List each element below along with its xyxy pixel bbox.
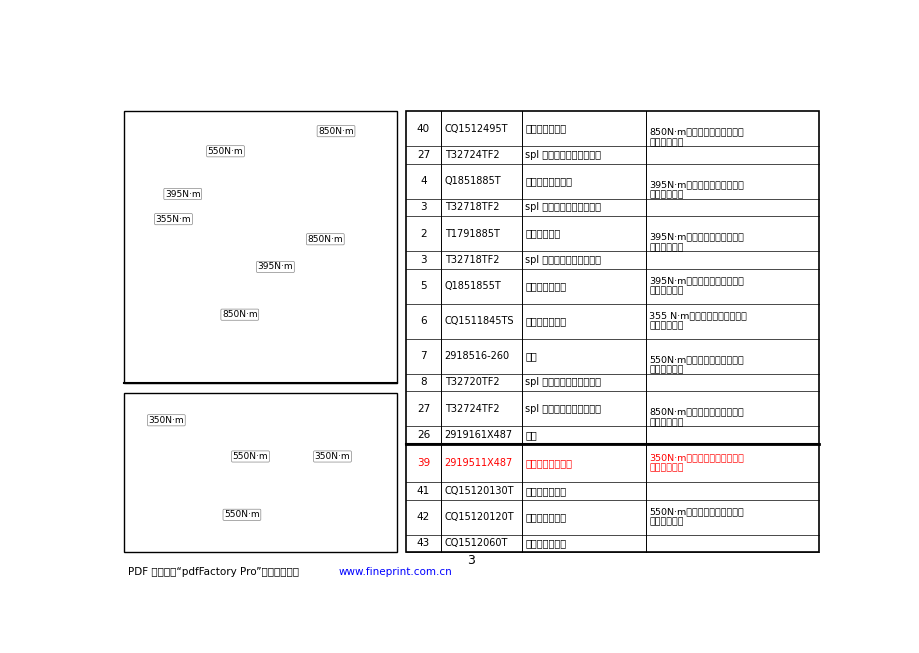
Text: 六角头导颈螺栓: 六角头导颈螺栓 bbox=[525, 486, 566, 496]
Text: 2919511X487: 2919511X487 bbox=[444, 458, 512, 468]
Text: CQ1512060T: CQ1512060T bbox=[444, 538, 507, 549]
Text: 2919161X487: 2919161X487 bbox=[444, 430, 512, 439]
Text: 395N·m（螺栓螺纹及滑转摩擦
面涂齿轮油）: 395N·m（螺栓螺纹及滑转摩擦 面涂齿轮油） bbox=[649, 232, 743, 252]
Text: 六角头导颈螺栓: 六角头导颈螺栓 bbox=[525, 512, 566, 522]
Text: 6: 6 bbox=[420, 316, 426, 326]
Text: 大六角头螺栓: 大六角头螺栓 bbox=[525, 229, 560, 238]
Bar bbox=[123, 111, 396, 383]
Text: Q1851885T: Q1851885T bbox=[444, 176, 501, 186]
Text: www.fineprint.com.cn: www.fineprint.com.cn bbox=[338, 567, 451, 577]
Text: 550N·m（螺栓螺纹及滑转摩擦
面涂齿轮油）: 550N·m（螺栓螺纹及滑转摩擦 面涂齿轮油） bbox=[649, 507, 743, 527]
Text: 850N·m: 850N·m bbox=[307, 235, 343, 244]
Text: 350N·m: 350N·m bbox=[314, 452, 350, 461]
Text: T32724TF2: T32724TF2 bbox=[444, 150, 499, 160]
Text: Q1851855T: Q1851855T bbox=[444, 281, 501, 291]
Text: 8: 8 bbox=[420, 377, 426, 387]
Text: CQ1512495T: CQ1512495T bbox=[444, 123, 507, 134]
Text: 41: 41 bbox=[416, 486, 430, 496]
Text: CQ1511845TS: CQ1511845TS bbox=[444, 316, 514, 326]
Text: 550N·m: 550N·m bbox=[233, 452, 268, 461]
Text: 内六角圆柱头螺钉: 内六角圆柱头螺钉 bbox=[525, 458, 572, 468]
Text: 螺栓: 螺栓 bbox=[525, 430, 537, 439]
Text: spl 六角小法兰面防松螺母: spl 六角小法兰面防松螺母 bbox=[525, 377, 601, 387]
Text: 350N·m（螺栓螺纹及滑转摩擦
面涂齿轮油）: 350N·m（螺栓螺纹及滑转摩擦 面涂齿轮油） bbox=[649, 453, 743, 473]
Text: 550N·m（螺栓螺纹及滑转摩擦
面涂齿轮油）: 550N·m（螺栓螺纹及滑转摩擦 面涂齿轮油） bbox=[649, 355, 743, 374]
Text: 六角头导颈螺栓: 六角头导颈螺栓 bbox=[525, 123, 566, 134]
Text: 4: 4 bbox=[420, 176, 426, 186]
Text: 27: 27 bbox=[416, 404, 430, 413]
Text: 850N·m（螺栓螺纹及滑转摩擦
面涂齿轮油）: 850N·m（螺栓螺纹及滑转摩擦 面涂齿轮油） bbox=[649, 407, 743, 427]
Text: 2: 2 bbox=[420, 229, 426, 238]
Text: T1791885T: T1791885T bbox=[444, 229, 499, 238]
Text: 螺栓: 螺栓 bbox=[525, 351, 537, 361]
Text: 2918516-260: 2918516-260 bbox=[444, 351, 509, 361]
Text: 5: 5 bbox=[420, 281, 426, 291]
Text: 3: 3 bbox=[420, 202, 426, 212]
Text: 850N·m: 850N·m bbox=[318, 127, 354, 136]
Bar bbox=[123, 392, 396, 552]
Text: 六角头导颈螺栓: 六角头导颈螺栓 bbox=[525, 316, 566, 326]
Text: 395N·m（螺栓螺纹及滑转摩擦
面涂齿轮油）: 395N·m（螺栓螺纹及滑转摩擦 面涂齿轮油） bbox=[649, 276, 743, 296]
Text: spl 六角小法兰面防松螺母: spl 六角小法兰面防松螺母 bbox=[525, 404, 601, 413]
Text: T32718TF2: T32718TF2 bbox=[444, 255, 499, 264]
Text: 六角头导颈螺栓: 六角头导颈螺栓 bbox=[525, 538, 566, 549]
Text: 43: 43 bbox=[416, 538, 430, 549]
Text: 39: 39 bbox=[416, 458, 430, 468]
Text: 850N·m: 850N·m bbox=[221, 310, 257, 319]
Text: 3: 3 bbox=[467, 554, 475, 567]
Text: 27: 27 bbox=[416, 150, 430, 160]
Text: T32720TF2: T32720TF2 bbox=[444, 377, 499, 387]
Text: 850N·m（螺栓螺纹及滑转摩擦
面涂齿轮油）: 850N·m（螺栓螺纹及滑转摩擦 面涂齿轮油） bbox=[649, 127, 743, 147]
Text: 395N·m（螺栓螺纹及滑转摩擦
面涂齿轮油）: 395N·m（螺栓螺纹及滑转摩擦 面涂齿轮油） bbox=[649, 180, 743, 199]
Text: T32724TF2: T32724TF2 bbox=[444, 404, 499, 413]
Text: 26: 26 bbox=[416, 430, 430, 439]
Text: spl 六角小法兰面防松螺母: spl 六角小法兰面防松螺母 bbox=[525, 255, 601, 264]
Text: PDF 文件使用“pdfFactory Pro”试用版本创建: PDF 文件使用“pdfFactory Pro”试用版本创建 bbox=[128, 567, 301, 577]
Text: 395N·m: 395N·m bbox=[257, 263, 293, 272]
Text: 7: 7 bbox=[420, 351, 426, 361]
Text: 395N·m: 395N·m bbox=[165, 189, 200, 199]
Text: 550N·m: 550N·m bbox=[208, 147, 243, 156]
Text: CQ15120130T: CQ15120130T bbox=[444, 486, 514, 496]
Text: T32718TF2: T32718TF2 bbox=[444, 202, 499, 212]
Text: 六角头凸缘螺栓: 六角头凸缘螺栓 bbox=[525, 281, 566, 291]
Text: 3: 3 bbox=[420, 255, 426, 264]
Text: spl 六角小法兰面防松螺母: spl 六角小法兰面防松螺母 bbox=[525, 150, 601, 160]
Text: 40: 40 bbox=[416, 123, 429, 134]
Text: spl 六角小法兰面防松螺母: spl 六角小法兰面防松螺母 bbox=[525, 202, 601, 212]
Text: 42: 42 bbox=[416, 512, 430, 522]
Text: 355 N·m（螺栓螺纹及滑转摩擦
面涂齿轮油）: 355 N·m（螺栓螺纹及滑转摩擦 面涂齿轮油） bbox=[649, 311, 746, 330]
Text: CQ15120120T: CQ15120120T bbox=[444, 512, 514, 522]
Text: 350N·m: 350N·m bbox=[148, 416, 184, 424]
Text: 六角头法兰面螺栓: 六角头法兰面螺栓 bbox=[525, 176, 572, 186]
Text: 550N·m: 550N·m bbox=[224, 510, 259, 519]
Text: 355N·m: 355N·m bbox=[155, 215, 191, 223]
